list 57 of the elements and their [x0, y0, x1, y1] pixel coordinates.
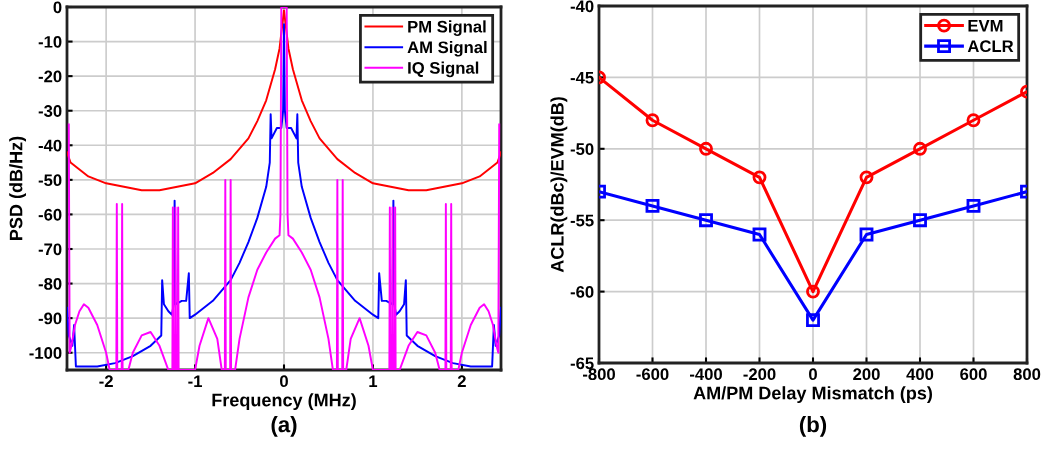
y-tick-label: -90: [38, 312, 62, 325]
point: [752, 170, 767, 185]
legend-label: EVM: [968, 19, 1003, 32]
point: [645, 198, 660, 213]
y-tick-label: -10: [38, 35, 62, 48]
y-tick-label: -45: [570, 71, 594, 84]
y-tick-label: -20: [38, 70, 62, 83]
x-tick-label: 0: [809, 368, 817, 381]
point: [752, 227, 767, 242]
x-tick-label: 2: [457, 375, 466, 387]
point: [699, 141, 713, 156]
y-tick-label: -30: [38, 105, 62, 117]
x-tick-label: -2: [99, 375, 113, 387]
legend-label: PM Signal: [408, 20, 486, 36]
point: [913, 141, 927, 156]
y-tick-label: -40: [570, 0, 594, 13]
legend-label: ACLR: [967, 40, 1014, 53]
y-tick-label: -40: [38, 139, 62, 152]
y-tick-label: -55: [570, 214, 594, 227]
point: [806, 284, 820, 299]
point: [699, 213, 713, 228]
x-tick-label: -200: [743, 368, 776, 381]
legend-label: IQ Signal: [408, 61, 479, 78]
y-axis-title: PSD (dB/Hz): [9, 136, 27, 240]
point: [806, 313, 820, 328]
x-tick-label: 400: [906, 368, 934, 381]
point: [859, 170, 874, 185]
x-tick-label: -400: [689, 368, 722, 381]
y-tick-label: -50: [38, 174, 62, 187]
point: [966, 198, 981, 213]
y-axis-title: ACLR(dBc)/EVM(dB): [550, 97, 568, 273]
point: [913, 213, 927, 228]
point: [859, 227, 874, 242]
x-tick-label: -800: [582, 368, 615, 381]
legend-label: AM Signal: [407, 40, 487, 57]
y-tick-label: -60: [38, 208, 62, 221]
point: [645, 113, 660, 128]
text: (b): [799, 416, 827, 437]
x-tick-label: 0: [280, 375, 288, 388]
y-tick-label: 0: [53, 1, 62, 14]
y-tick-label: -70: [38, 243, 62, 256]
y-tick-label: -50: [570, 143, 594, 155]
text: (a): [271, 416, 297, 437]
x-tick-label: 1: [369, 375, 378, 387]
x-tick-label: 200: [853, 368, 880, 381]
y-tick-label: -80: [38, 277, 62, 290]
x-axis-title: AM/PM Delay Mismatch (ps): [693, 386, 932, 404]
x-tick-label: 600: [960, 368, 987, 381]
x-tick-label: 800: [1013, 368, 1041, 381]
line-series: [67, 9, 501, 192]
x-tick-label: -1: [188, 375, 203, 387]
x-tick-label: -600: [636, 368, 669, 381]
point: [966, 113, 981, 128]
y-tick-label: -100: [29, 347, 62, 359]
y-tick-label: -65: [570, 357, 594, 370]
x-axis-title: Frequency (MHz): [212, 393, 356, 411]
y-tick-label: -60: [570, 286, 594, 298]
